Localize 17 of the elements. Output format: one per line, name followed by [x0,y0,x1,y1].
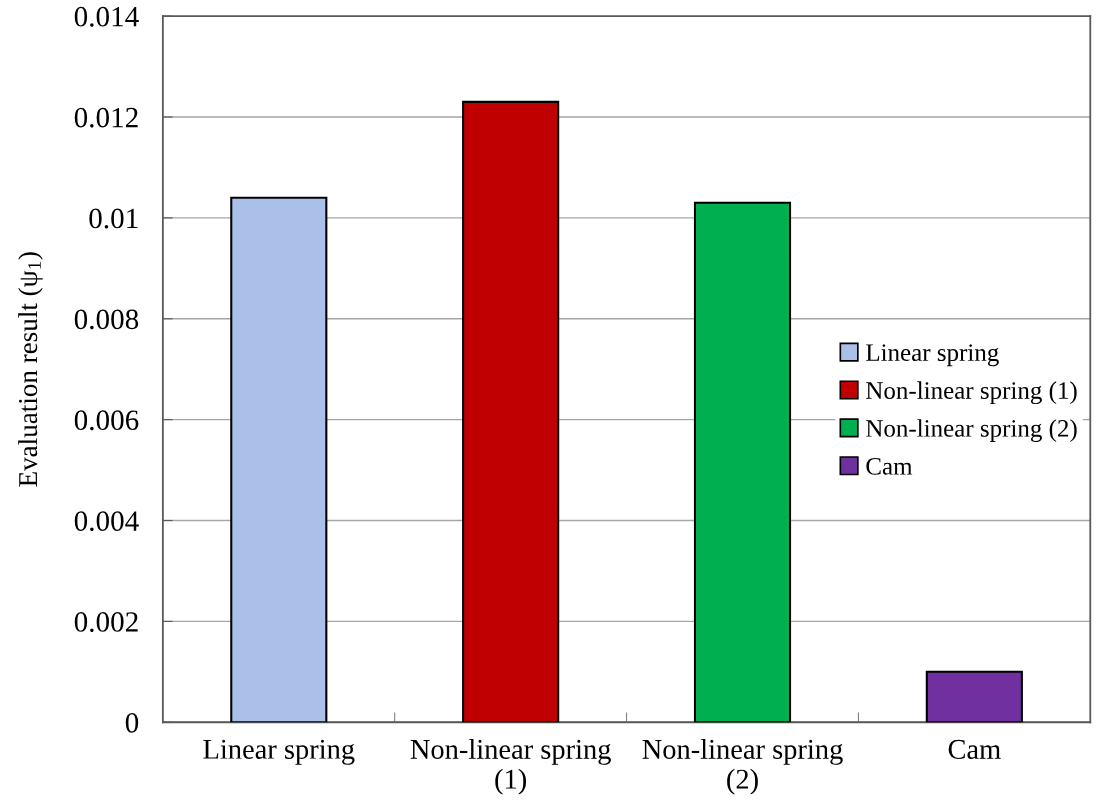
y-tick-label: 0.006 [74,410,139,431]
y-tick-label: 0 [125,712,139,733]
legend-label: Non-linear spring (1) [866,381,1077,405]
y-tick-label: 0.008 [74,309,139,330]
legend-label: Non-linear spring (2) [866,419,1077,442]
y-tick-label: 0.002 [74,612,138,632]
x-tick-label: Cam [948,739,1001,759]
y-tick-label: 0.012 [74,107,138,128]
y-tick-label: 0.004 [74,511,139,532]
y-tick-label: 0.014 [74,6,139,27]
legend-label: Cam [866,457,913,475]
y-tick-label: 0.01 [89,208,138,229]
x-tick-label: Non-linear spring (1) [410,738,611,795]
y-axis-title: Evaluation result (ψ$_{1}$) [18,252,43,487]
legend-label: Linear spring [866,344,999,367]
x-tick-label: Non-linear spring (2) [642,738,843,795]
x-tick-label: Linear spring [203,739,355,765]
